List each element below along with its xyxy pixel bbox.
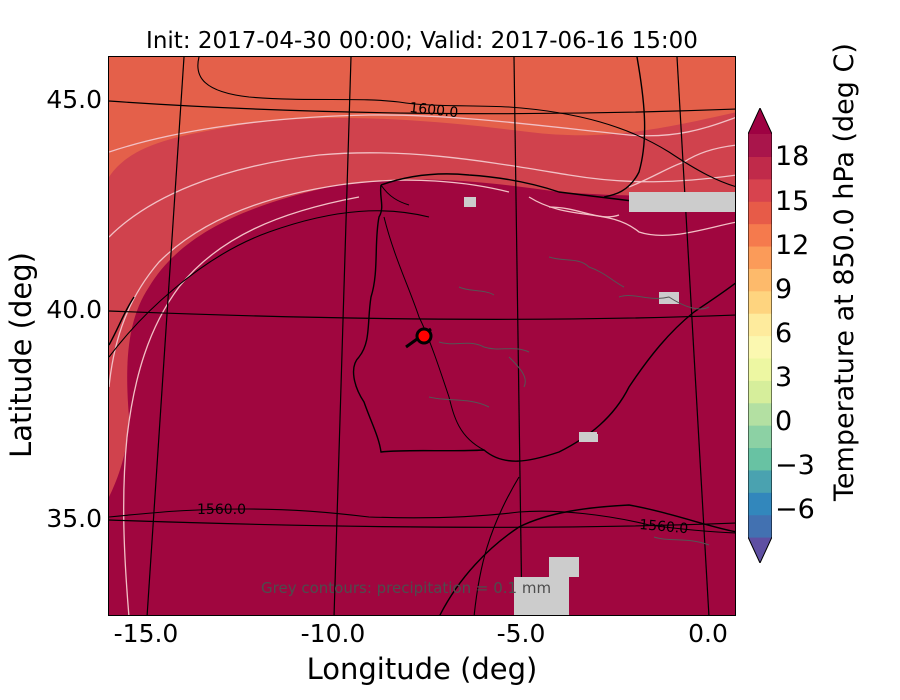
colorbar-segment [748, 425, 772, 449]
colorbar-segment [748, 335, 772, 359]
contour-label-1600: 1600.0 [409, 100, 459, 121]
colorbar-segment [748, 268, 772, 292]
colorbar-segment [748, 134, 772, 157]
location-marker[interactable] [405, 327, 433, 349]
colorbar-segment [748, 469, 772, 493]
colorbar-tick-label: 3 [775, 362, 793, 393]
colorbar-extend-min [748, 537, 772, 563]
colorbar-tick-label: 15 [775, 186, 810, 217]
y-tick-label: 45.0 [46, 85, 102, 114]
colorbar-segment [748, 156, 772, 180]
colorbar-segment [748, 245, 772, 269]
colorbar-tick-label: −3 [775, 450, 815, 481]
colorbar-tick-label: 6 [775, 318, 793, 349]
precipitation-note: Grey contours: precipitation = 0.1 mm [261, 579, 551, 597]
x-tick-label: -10.0 [300, 619, 366, 648]
colorbar-segment [748, 357, 772, 381]
x-tick-label: -5.0 [496, 619, 546, 648]
colorbar-segment [748, 290, 772, 314]
colorbar-segment [748, 447, 772, 471]
map-area[interactable]: 1600.0 1560.0 1560.0 Grey contours: prec… [108, 56, 736, 616]
marker-point[interactable] [415, 327, 433, 345]
colorbar-segment [748, 201, 772, 225]
precipitation-contours [428, 256, 710, 546]
colorbar-tick-label: 18 [775, 141, 810, 172]
colorbar-segment [748, 492, 772, 516]
colorbar-tick-label: 0 [775, 406, 793, 437]
contour-label-1560-east: 1560.0 [639, 517, 689, 537]
x-tick-label: 0.0 [688, 619, 728, 648]
colorbar-tick-label: −6 [775, 494, 815, 525]
contour-label-1560-west: 1560.0 [197, 502, 246, 518]
colorbar-segment [748, 380, 772, 404]
plot-title: Init: 2017-04-30 00:00; Valid: 2017-06-1… [146, 28, 698, 54]
y-axis-label: Latitude (deg) [4, 252, 38, 458]
y-tick-label: 35.0 [46, 504, 102, 533]
country-borders [380, 184, 485, 451]
y-tick-label: 40.0 [46, 295, 102, 324]
colorbar-segment [748, 514, 772, 538]
colorbar-segment [748, 223, 772, 247]
colorbar [748, 108, 772, 563]
colorbar-tick-label: 9 [775, 274, 793, 305]
x-tick-label: -15.0 [113, 619, 179, 648]
colorbar-tick-label: 12 [775, 230, 810, 261]
colorbar-segment [748, 313, 772, 337]
colorbar-extend-max [748, 108, 772, 134]
colorbar-label: Temperature at 850.0 hPa (deg C) [829, 43, 860, 501]
colorbar-segment [748, 178, 772, 202]
geopotential-contours [109, 57, 735, 615]
x-axis-label: Longitude (deg) [306, 652, 538, 686]
colorbar-segment [748, 402, 772, 426]
temperature-map: 1600.0 1560.0 1560.0 Grey contours: prec… [109, 57, 735, 615]
temperature-band-hot [109, 179, 735, 615]
masked-areas [464, 192, 735, 615]
